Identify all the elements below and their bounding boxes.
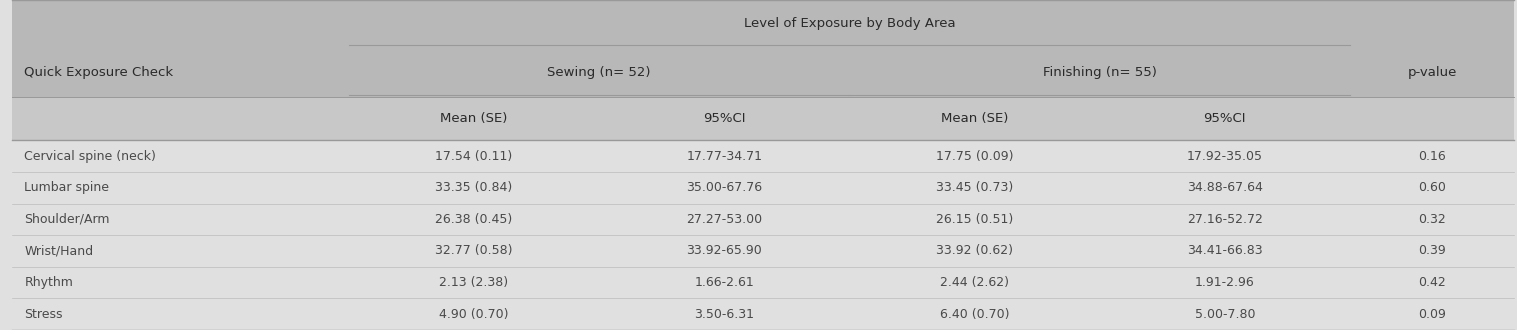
Text: 0.09: 0.09 [1418,308,1446,321]
Text: 33.35 (0.84): 33.35 (0.84) [435,181,513,194]
Text: 0.39: 0.39 [1418,245,1446,257]
Bar [12,0,1514,48]
Text: 32.77 (0.58): 32.77 (0.58) [435,245,513,257]
Bar [12,298,1514,330]
Text: 17.75 (0.09): 17.75 (0.09) [936,149,1013,163]
Text: 0.60: 0.60 [1418,181,1446,194]
Text: 33.92 (0.62): 33.92 (0.62) [936,245,1013,257]
Text: 35.00-67.76: 35.00-67.76 [686,181,762,194]
Text: 17.54 (0.11): 17.54 (0.11) [435,149,513,163]
Text: 95%CI: 95%CI [1203,112,1245,125]
Text: 0.42: 0.42 [1418,276,1446,289]
Text: Sewing (n= 52): Sewing (n= 52) [548,66,651,79]
Text: Quick Exposure Check: Quick Exposure Check [24,66,173,79]
Bar [12,140,1514,172]
Text: Rhythm: Rhythm [24,276,73,289]
Text: 27.16-52.72: 27.16-52.72 [1186,213,1262,226]
Text: 26.15 (0.51): 26.15 (0.51) [936,213,1013,226]
Text: 5.00-7.80: 5.00-7.80 [1194,308,1255,321]
Bar [12,204,1514,235]
Text: 3.50-6.31: 3.50-6.31 [695,308,754,321]
Bar [12,48,1514,97]
Bar [12,97,1514,140]
Text: 4.90 (0.70): 4.90 (0.70) [438,308,508,321]
Text: 2.44 (2.62): 2.44 (2.62) [941,276,1009,289]
Bar [12,267,1514,298]
Text: 1.66-2.61: 1.66-2.61 [695,276,754,289]
Text: 0.32: 0.32 [1418,213,1446,226]
Text: 27.27-53.00: 27.27-53.00 [686,213,762,226]
Text: 34.41-66.83: 34.41-66.83 [1186,245,1262,257]
Text: 34.88-67.64: 34.88-67.64 [1186,181,1262,194]
Text: p-value: p-value [1408,66,1456,79]
Bar [12,172,1514,204]
Text: Lumbar spine: Lumbar spine [24,181,109,194]
Text: 2.13 (2.38): 2.13 (2.38) [440,276,508,289]
Text: 6.40 (0.70): 6.40 (0.70) [939,308,1009,321]
Text: 33.45 (0.73): 33.45 (0.73) [936,181,1013,194]
Text: 0.16: 0.16 [1418,149,1446,163]
Text: 95%CI: 95%CI [702,112,745,125]
Text: 1.91-2.96: 1.91-2.96 [1195,276,1255,289]
Bar [12,235,1514,267]
Text: Cervical spine (neck): Cervical spine (neck) [24,149,156,163]
Text: Wrist/Hand: Wrist/Hand [24,245,94,257]
Text: 33.92-65.90: 33.92-65.90 [686,245,762,257]
Text: Mean (SE): Mean (SE) [440,112,508,125]
Text: 26.38 (0.45): 26.38 (0.45) [435,213,513,226]
Text: Level of Exposure by Body Area: Level of Exposure by Body Area [743,17,956,30]
Text: Finishing (n= 55): Finishing (n= 55) [1042,66,1156,79]
Text: Shoulder/Arm: Shoulder/Arm [24,213,109,226]
Text: 17.92-35.05: 17.92-35.05 [1186,149,1262,163]
Text: 17.77-34.71: 17.77-34.71 [686,149,762,163]
Text: Stress: Stress [24,308,62,321]
Text: Mean (SE): Mean (SE) [941,112,1009,125]
